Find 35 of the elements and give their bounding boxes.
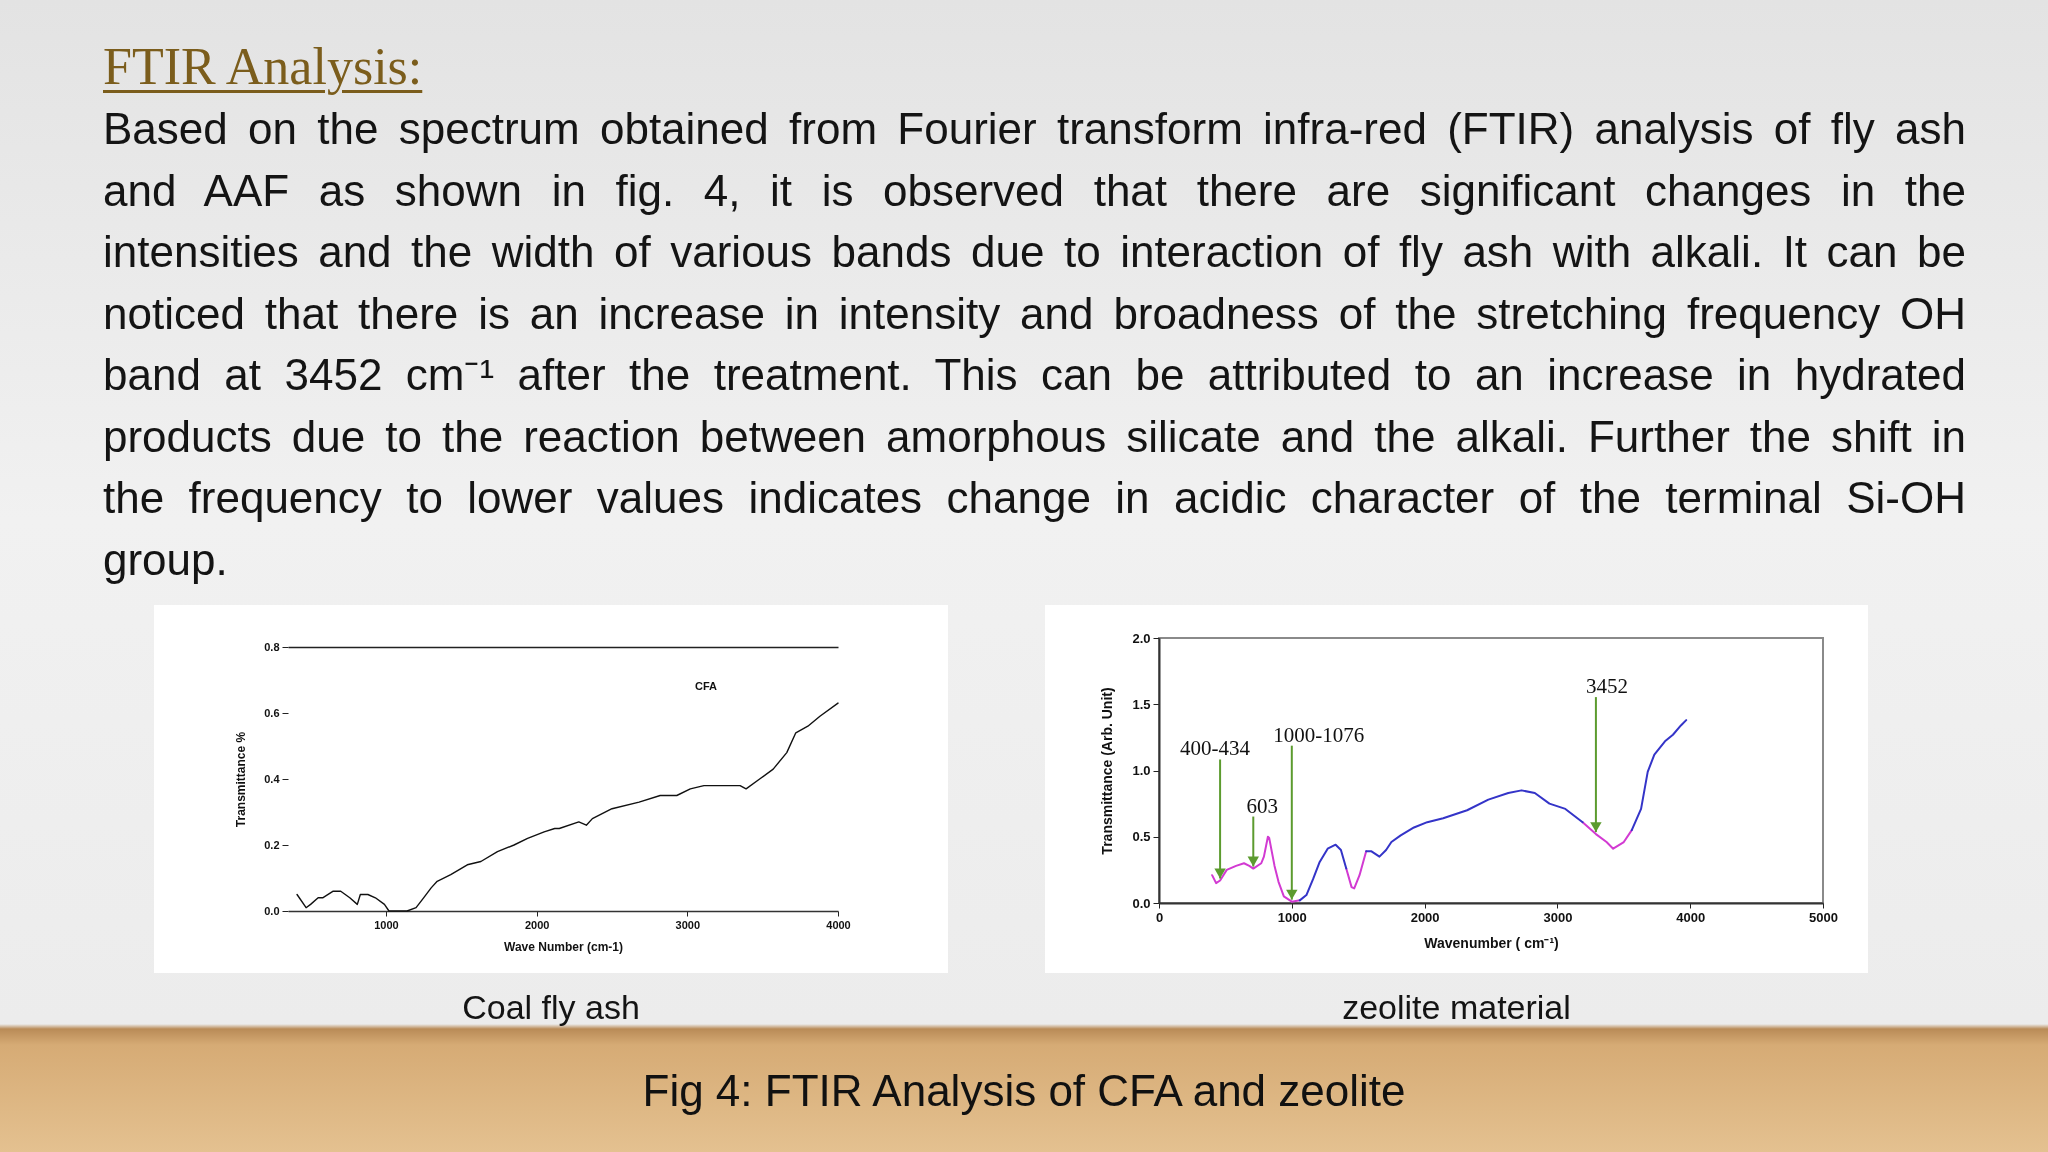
x-tick-label: 3000: [675, 918, 701, 931]
text: CFA: [695, 679, 718, 692]
y-tick-label: 1.5: [1132, 696, 1151, 712]
x-tick-label: 0: [1155, 909, 1164, 925]
y-tick-label: 0.4: [264, 772, 281, 785]
y-tick-label: 1.0: [1132, 763, 1151, 778]
y-tick-label: 0.0: [1132, 895, 1151, 911]
x-tick-label: 2000: [1410, 909, 1440, 925]
annotation: 400-434: [1180, 736, 1251, 761]
y-tick-label: 0.0: [264, 904, 280, 917]
x-axis-title: Wave Number (cm-1): [504, 939, 623, 954]
x-tick-label: 3000: [1543, 909, 1573, 925]
line-series: [296, 702, 839, 912]
y-axis-title: Transmittance %: [234, 731, 249, 828]
annotation: 603: [1246, 793, 1279, 818]
x-tick-label: 1000: [374, 918, 399, 931]
text: Fig 4: FTIR Analysis of CFA and zeolite: [642, 1065, 1406, 1117]
y-tick-label: 0.2: [264, 838, 280, 851]
y-tick-label: 2.0: [1132, 630, 1151, 646]
y-axis-title: Transmittance (Arb. Unit): [1099, 687, 1116, 855]
text: Based on the spectrum obtained from Fourier transform infra-red (FTIR) analysis of fly ash and AAF as shown in fig. 4, it is observed that there are significant changes in the intensities and the width of various bands due to interaction of fly ash with alkali. It can be noticed that there is an increase in intensity and broadness of the stretching frequency OH band at 3452 cm⁻¹ after the treatment. This can be attributed to an increase in hydrated products due to the reaction between amorphous silicate and the alkali. Further the shift in the frequency to lower values indicates change in acidic character of the terminal Si-OH group.: [103, 103, 1966, 586]
y-tick-label: 0.5: [1132, 829, 1151, 845]
text: Coal fly ash: [462, 987, 640, 1028]
x-axis-title: Wavenumber ( cm⁻¹): [1424, 934, 1559, 951]
annotation: 1000-1076: [1273, 722, 1365, 747]
x-tick-label: 5000: [1809, 909, 1838, 925]
text: zeolite material: [1342, 987, 1571, 1028]
x-tick-label: 4000: [1676, 909, 1706, 925]
x-tick-label: 4000: [826, 918, 851, 931]
x-tick-label: 1000: [1277, 909, 1307, 925]
y-tick-label: 0.8: [264, 640, 280, 653]
text: FTIR Analysis:: [103, 37, 423, 97]
y-tick-label: 0.6: [264, 706, 280, 719]
annotation: 3452: [1585, 674, 1628, 699]
x-tick-label: 2000: [524, 918, 550, 931]
